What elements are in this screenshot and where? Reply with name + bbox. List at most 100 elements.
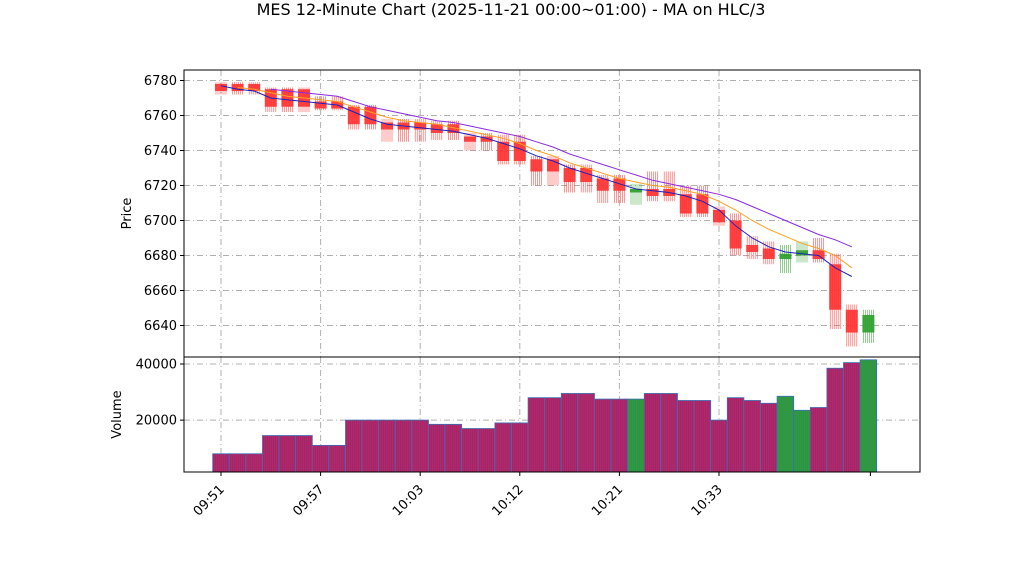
candle-body bbox=[796, 250, 808, 256]
volume-bar bbox=[212, 453, 230, 473]
candle-body bbox=[696, 194, 709, 214]
volume-bar bbox=[660, 393, 678, 473]
volume-bar bbox=[776, 395, 795, 473]
volume-bar bbox=[477, 428, 496, 473]
volume-bar bbox=[295, 435, 313, 473]
candle-body bbox=[215, 84, 227, 91]
candle-body bbox=[779, 253, 792, 259]
volume-bar bbox=[826, 367, 844, 473]
candle-body bbox=[480, 136, 493, 142]
volume-bar bbox=[378, 419, 396, 473]
ma-slow-line bbox=[270, 88, 852, 248]
volume-bar bbox=[245, 453, 263, 473]
candle-body bbox=[314, 101, 327, 109]
volume-bar bbox=[328, 444, 346, 473]
volume-panel-frame bbox=[183, 356, 921, 473]
candle-body bbox=[646, 189, 659, 196]
price-tick-label: 6640 bbox=[144, 319, 177, 334]
candle-body bbox=[845, 309, 858, 333]
volume-bar bbox=[527, 397, 546, 473]
price-tick-label: 6700 bbox=[144, 214, 177, 229]
candle bbox=[215, 82, 227, 95]
volume-bar bbox=[361, 419, 380, 473]
candle-body bbox=[347, 106, 360, 125]
price-tick-label: 6780 bbox=[144, 74, 177, 89]
candle-body bbox=[829, 264, 842, 310]
candle-body bbox=[613, 178, 626, 191]
volume-bar bbox=[594, 398, 612, 473]
volume-bar bbox=[643, 393, 662, 473]
volume-bar bbox=[560, 393, 579, 473]
volume-bar bbox=[793, 409, 811, 473]
candle-body bbox=[729, 220, 742, 249]
volume-tick-label: 20000 bbox=[136, 414, 177, 429]
x-tick-label: 10:03 bbox=[390, 482, 427, 519]
price-tick-label: 6660 bbox=[144, 284, 177, 299]
candle bbox=[829, 253, 842, 329]
candle-body bbox=[630, 189, 642, 193]
candle-body bbox=[414, 122, 427, 130]
candle-body bbox=[364, 106, 377, 125]
volume-bar bbox=[809, 407, 828, 473]
candle-body bbox=[596, 178, 609, 191]
x-tick-label: 09:51 bbox=[191, 482, 228, 519]
ma-fast-line bbox=[220, 85, 853, 277]
candles-group bbox=[215, 82, 875, 347]
volume-bar bbox=[311, 444, 330, 473]
candle-body bbox=[563, 168, 576, 182]
candle bbox=[812, 238, 825, 263]
candle-body bbox=[248, 84, 261, 91]
volume-bar bbox=[461, 428, 479, 473]
candle-body bbox=[464, 136, 476, 142]
candle bbox=[613, 175, 626, 203]
candle-body bbox=[513, 141, 526, 161]
x-tick-label: 10:21 bbox=[589, 482, 626, 519]
volume-bar bbox=[444, 423, 463, 473]
volume-bar bbox=[726, 397, 745, 473]
volume-bar bbox=[494, 422, 512, 473]
price-panel-bg bbox=[184, 70, 920, 357]
candle-body bbox=[381, 122, 393, 130]
candle-body bbox=[713, 210, 725, 223]
candle bbox=[796, 241, 808, 263]
candle-body bbox=[862, 315, 875, 333]
candle-body bbox=[530, 159, 543, 172]
candle bbox=[464, 133, 476, 151]
volume-bar bbox=[411, 419, 429, 473]
x-tick-label: 09:57 bbox=[290, 482, 327, 519]
volume-bar bbox=[693, 400, 712, 473]
candle-body bbox=[430, 124, 443, 133]
price-tick-label: 6740 bbox=[144, 144, 177, 159]
candle-body bbox=[762, 248, 775, 259]
volume-bar bbox=[544, 397, 562, 473]
volume-bar bbox=[577, 393, 595, 473]
candle bbox=[779, 245, 792, 273]
candle-body bbox=[580, 168, 593, 182]
price-tick-label: 6720 bbox=[144, 179, 177, 194]
volume-bar bbox=[394, 419, 413, 473]
volume-bar bbox=[262, 435, 280, 473]
candle-body bbox=[812, 250, 825, 259]
volume-axis-label: Volume bbox=[110, 390, 125, 438]
volume-bar bbox=[428, 423, 446, 473]
candle bbox=[845, 304, 858, 347]
price-tick-label: 6680 bbox=[144, 249, 177, 264]
chart-title: MES 12-Minute Chart (2025-11-21 00:00~01… bbox=[256, 0, 766, 19]
candle bbox=[530, 155, 543, 186]
candle-body bbox=[746, 245, 759, 252]
candle-body bbox=[281, 89, 294, 107]
candle bbox=[862, 309, 875, 343]
candle-body bbox=[447, 124, 460, 133]
volume-bar bbox=[627, 398, 645, 473]
candle bbox=[696, 185, 709, 217]
candle bbox=[248, 82, 261, 95]
price-tick-label: 6760 bbox=[144, 109, 177, 124]
volume-bar bbox=[511, 422, 529, 473]
candle bbox=[281, 87, 294, 112]
volume-bar bbox=[610, 398, 629, 473]
volume-group bbox=[212, 359, 878, 473]
volume-bar bbox=[345, 419, 363, 473]
x-tick-label: 10:12 bbox=[490, 482, 527, 519]
